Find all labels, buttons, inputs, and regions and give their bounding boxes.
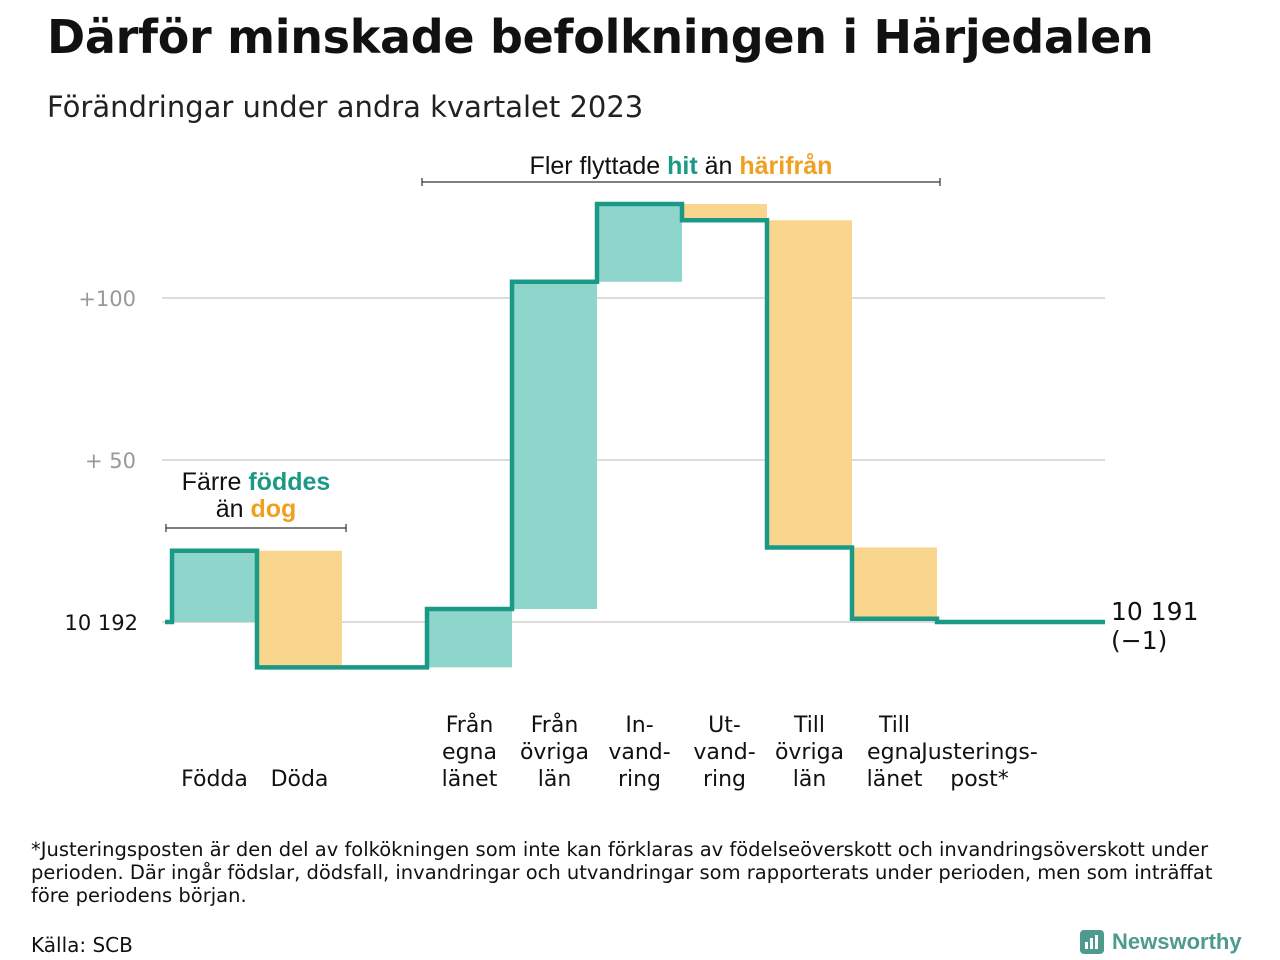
waterfall-bar <box>172 550 257 622</box>
annotation-text: Färre föddes <box>182 468 331 496</box>
annotation-text: än dog <box>216 495 297 523</box>
category-label: post* <box>950 767 1009 792</box>
waterfall-bar <box>512 281 597 610</box>
end-value-label: 10 191 <box>1111 597 1198 626</box>
annotation-text: Fler flyttade hit än härifrån <box>530 152 833 180</box>
waterfall-bar <box>427 609 512 668</box>
category-label: länet <box>442 767 498 792</box>
end-value-label: (−1) <box>1111 626 1167 655</box>
chart-title: Därför minskade befolkningen i Härjedale… <box>47 10 1154 64</box>
y-tick-label: +100 <box>78 287 136 311</box>
category-label: län <box>793 767 827 792</box>
waterfall-bar <box>682 204 767 221</box>
category-label: Ut- <box>708 713 741 738</box>
category-label: ring <box>618 767 661 792</box>
waterfall-bar <box>852 547 937 619</box>
category-label: Födda <box>181 767 248 792</box>
category-label: Justerings- <box>919 740 1038 765</box>
category-label: egna <box>442 740 497 765</box>
chart-subtitle: Förändringar under andra kvartalet 2023 <box>47 90 644 124</box>
y-tick-label: + 50 <box>85 449 136 473</box>
category-label: egna <box>867 740 922 765</box>
category-label: vand- <box>608 740 670 765</box>
category-label: län <box>538 767 572 792</box>
baseline-label: 10 192 <box>65 611 138 635</box>
category-label: Till <box>878 713 910 738</box>
category-label: länet <box>867 767 923 792</box>
category-label: Från <box>446 712 494 738</box>
newsworthy-logo: Newsworthy <box>1080 929 1242 955</box>
category-label: vand- <box>693 740 755 765</box>
brand-name: Newsworthy <box>1112 929 1242 954</box>
category-label: Till <box>793 713 825 738</box>
source-label: Källa: SCB <box>31 933 133 957</box>
waterfall-bar <box>257 550 342 668</box>
annotation-bracket <box>165 524 347 532</box>
category-label: övriga <box>520 740 589 765</box>
category-label: övriga <box>775 740 844 765</box>
waterfall-step-line <box>165 201 1105 670</box>
category-label: Döda <box>271 767 329 792</box>
category-label: ring <box>703 767 746 792</box>
waterfall-bar <box>767 220 852 548</box>
footnote: *Justeringsposten är den del av folkökni… <box>31 838 1213 907</box>
bar-chart-icon <box>1080 930 1104 954</box>
waterfall-bar <box>597 204 682 282</box>
annotation-bracket <box>421 178 941 186</box>
category-label: In- <box>625 713 653 738</box>
category-label: Från <box>531 712 579 738</box>
